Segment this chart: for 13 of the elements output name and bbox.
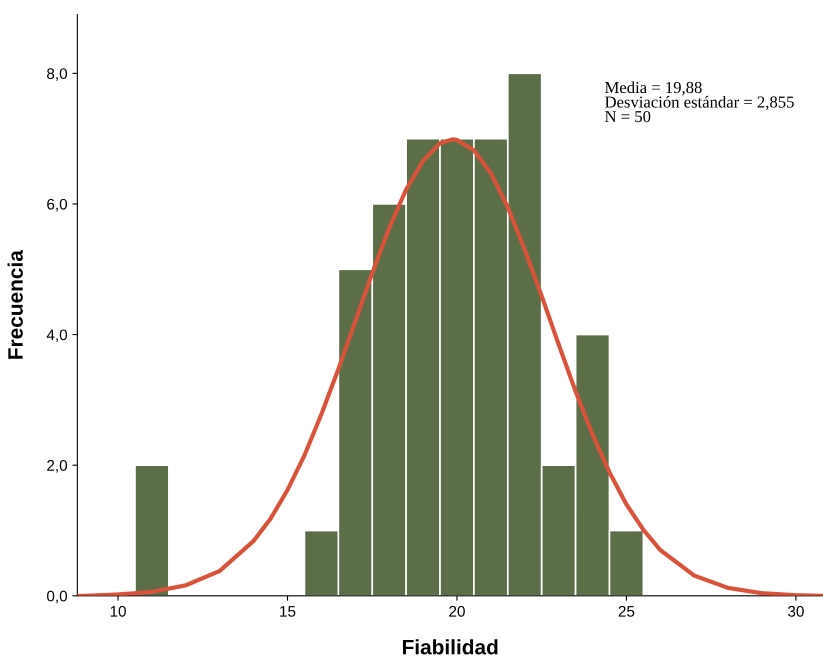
x-axis-title: Fiabilidad [402,639,498,655]
y-tick-label: 8,0 [47,68,68,81]
annotation: Media = 19,88 Desviación estándar = 2,855 N = 50 [605,81,794,122]
y-tick-label: 4,0 [46,329,68,342]
x-tick-label: 20 [449,606,465,617]
y-axis-title: Frecuencia [8,250,23,359]
x-tick-label: 30 [788,606,804,617]
y-tick-label: 6,0 [47,198,68,212]
y-tick-label: 2,0 [47,460,68,473]
x-tick-label: 15 [280,606,296,617]
x-tick-label: 25 [618,606,634,617]
x-tick-label: 10 [110,606,126,617]
y-tick-label: 0,0 [47,590,68,604]
